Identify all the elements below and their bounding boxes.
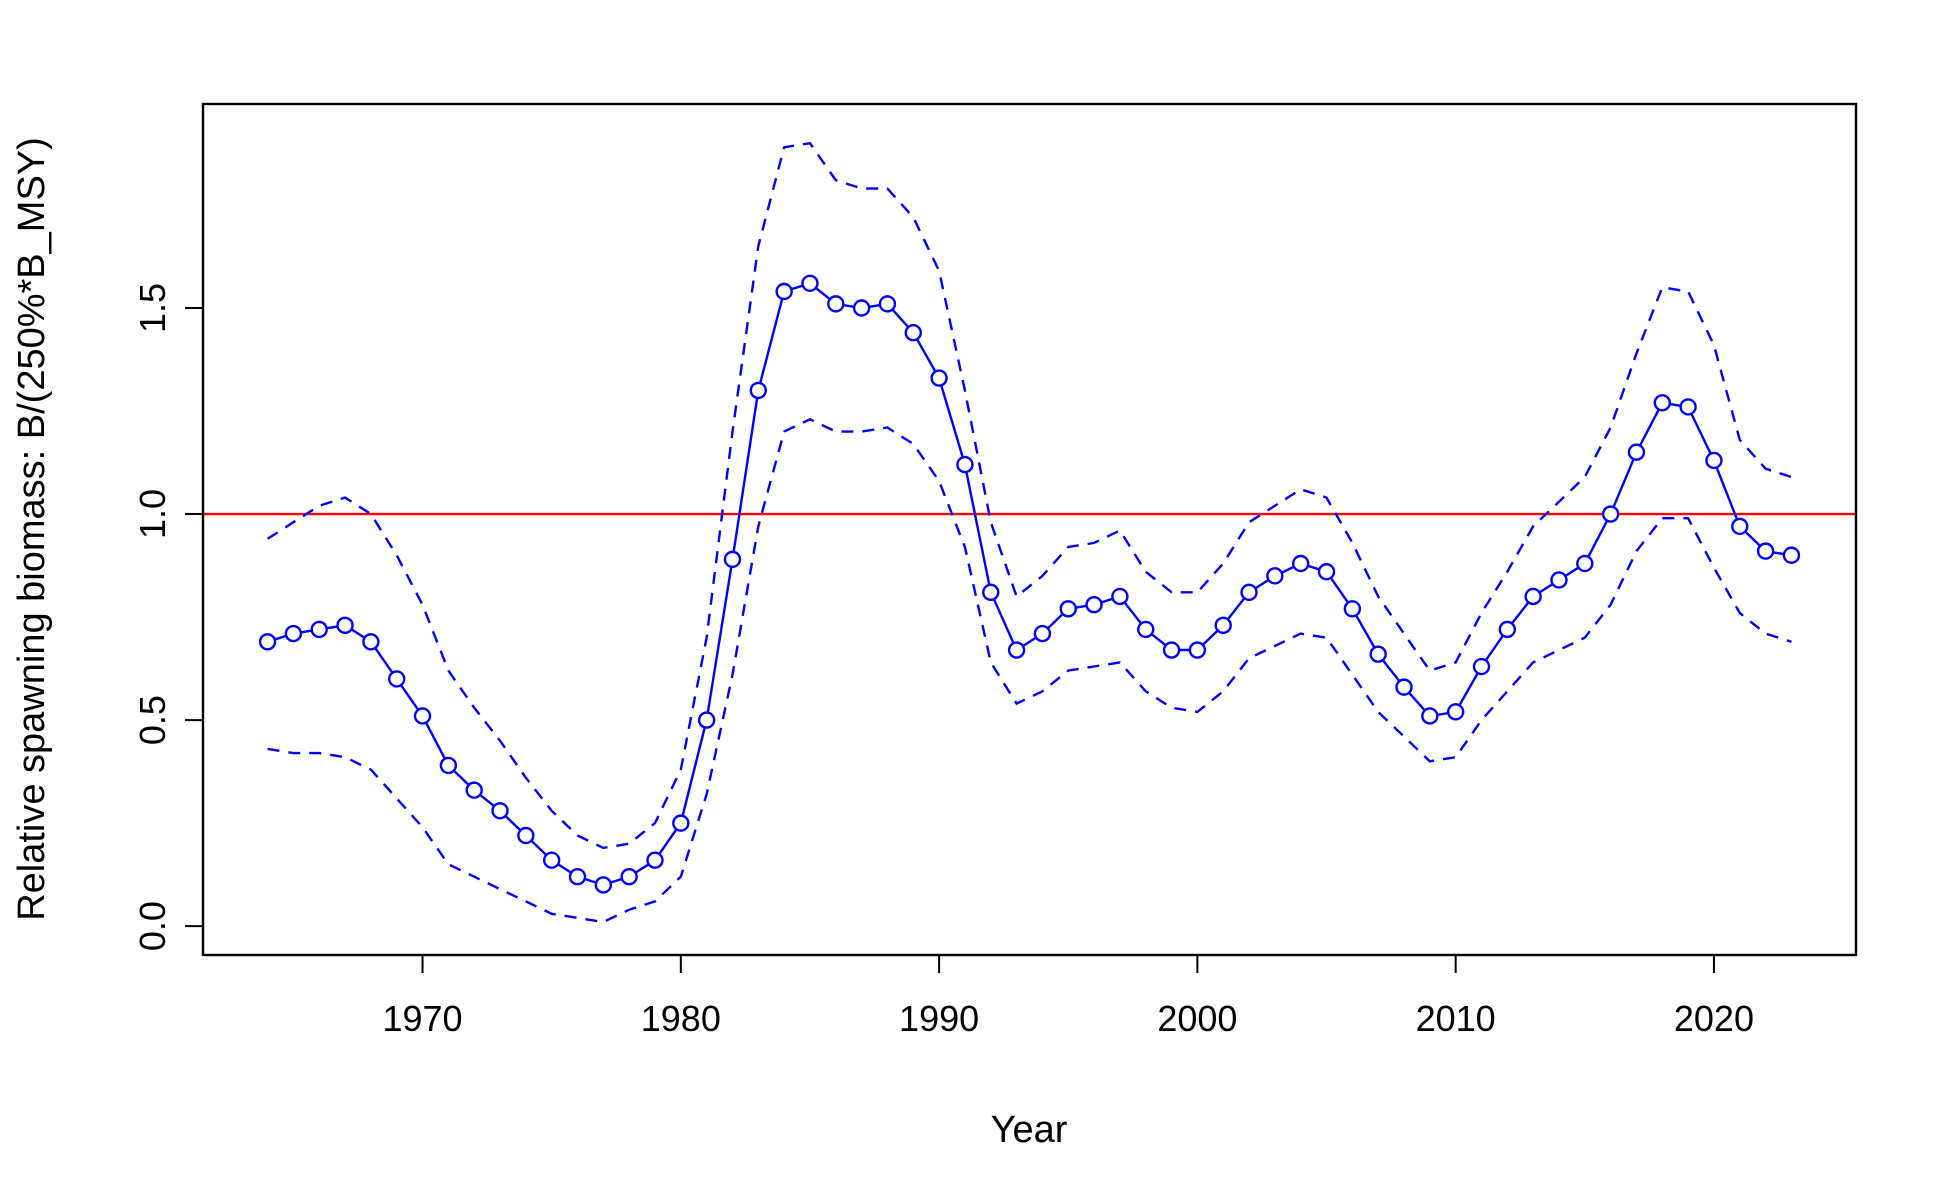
data-point xyxy=(258,633,277,651)
data-point xyxy=(904,324,922,342)
data-point xyxy=(413,707,432,725)
data-point xyxy=(1498,620,1517,639)
data-point xyxy=(1007,641,1026,659)
x-tick-label: 1990 xyxy=(899,998,979,1039)
data-point xyxy=(1705,451,1723,470)
data-point xyxy=(1446,703,1465,721)
series-layer xyxy=(258,141,1801,924)
data-point xyxy=(1679,398,1697,416)
x-tick-label: 1980 xyxy=(641,998,721,1039)
data-point xyxy=(1550,571,1568,589)
data-point xyxy=(697,711,716,729)
y-axis-title: Relative spawning biomass: B/(250%*B_MSY… xyxy=(11,137,53,921)
y-tick-label: 1.0 xyxy=(132,489,173,539)
data-point xyxy=(672,814,690,832)
y-tick-label: 0.0 xyxy=(132,901,173,951)
data-point xyxy=(1085,596,1103,614)
data-point xyxy=(1576,554,1594,573)
data-point xyxy=(646,851,664,869)
data-point xyxy=(930,369,948,387)
data-point xyxy=(1524,587,1542,606)
data-point xyxy=(439,756,458,775)
data-point xyxy=(362,633,380,651)
x-tick-label: 2000 xyxy=(1157,998,1237,1039)
data-point xyxy=(956,455,974,474)
x-tick-label: 2010 xyxy=(1416,998,1496,1039)
data-point xyxy=(284,624,303,643)
x-tick-label: 1970 xyxy=(382,998,462,1039)
data-point xyxy=(1059,600,1077,618)
data-point xyxy=(1266,567,1284,585)
data-point xyxy=(775,282,793,301)
data-point xyxy=(388,670,406,688)
data-point xyxy=(827,295,845,313)
data-point xyxy=(1782,546,1801,564)
data-point xyxy=(491,802,509,820)
y-tick-label: 0.5 xyxy=(132,695,173,745)
data-point xyxy=(310,620,328,639)
data-point xyxy=(594,876,613,894)
data-point xyxy=(982,583,1000,602)
y-tick-label: 1.5 xyxy=(132,283,173,333)
data-point xyxy=(1137,620,1155,639)
data-point xyxy=(465,781,483,799)
x-axis-title: Year xyxy=(991,1109,1068,1151)
data-point xyxy=(568,867,587,886)
data-point xyxy=(1421,707,1439,725)
data-point xyxy=(1162,641,1181,659)
data-point xyxy=(723,550,742,569)
data-point xyxy=(336,616,354,635)
data-point xyxy=(517,826,535,845)
data-point xyxy=(1472,657,1491,676)
data-point xyxy=(1731,517,1749,536)
data-point xyxy=(801,274,819,292)
plot-frame xyxy=(201,102,1858,957)
data-point xyxy=(1317,563,1336,581)
axis-layer: 1970 1980 1990 2000 2010 2020 0.0 0.5 1.0 1.5 xyxy=(132,283,1754,1039)
data-point xyxy=(1291,554,1310,573)
data-point xyxy=(1395,678,1413,696)
data-point xyxy=(1653,394,1671,412)
data-point xyxy=(1627,443,1646,461)
data-point xyxy=(1369,645,1387,663)
data-point xyxy=(1240,583,1258,602)
data-point xyxy=(749,381,768,400)
data-point xyxy=(1188,641,1207,659)
data-point xyxy=(542,851,561,869)
data-point xyxy=(1214,616,1232,635)
data-point xyxy=(878,295,897,313)
series-line-upper-bound xyxy=(266,141,1792,850)
data-point xyxy=(1111,587,1129,606)
data-point xyxy=(1343,600,1362,618)
data-point xyxy=(1601,505,1620,523)
data-point xyxy=(1756,542,1775,560)
data-point xyxy=(620,867,638,886)
data-point xyxy=(1033,624,1052,643)
x-tick-label: 2020 xyxy=(1674,998,1754,1039)
data-point xyxy=(852,299,871,317)
